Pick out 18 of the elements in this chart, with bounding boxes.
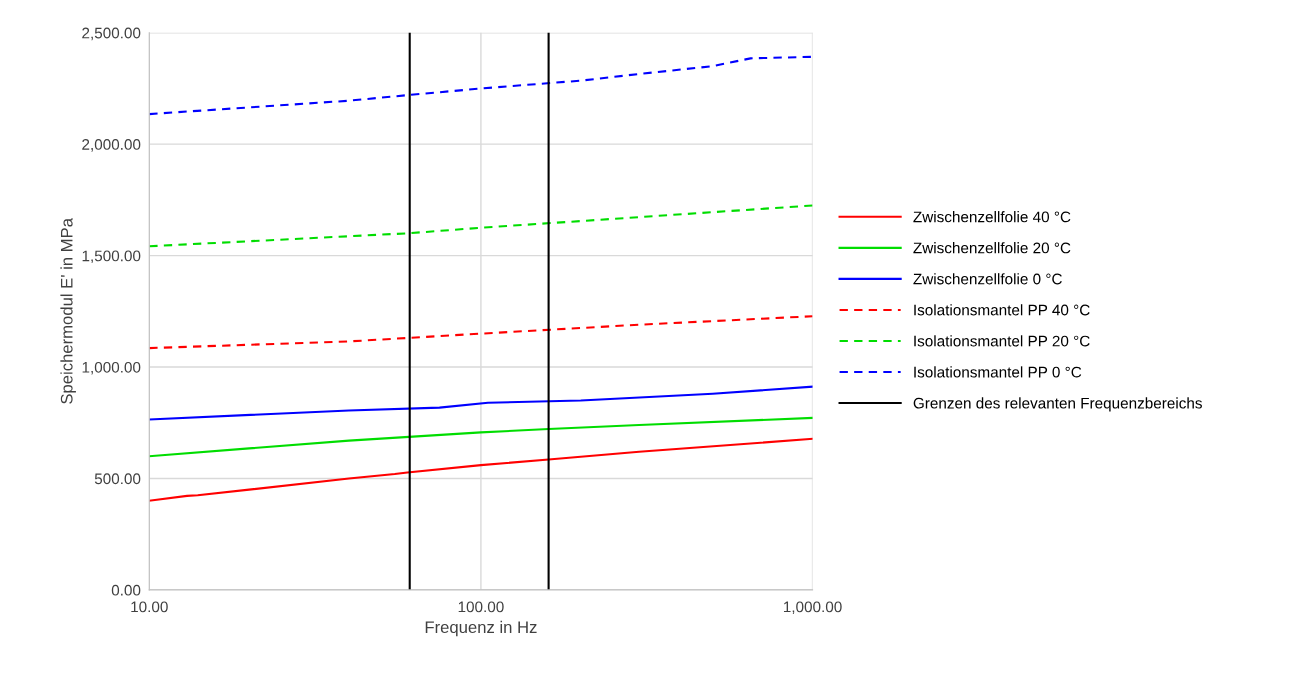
x-axis-title: Frequenz in Hz [425, 620, 537, 637]
legend-label: Zwischenzellfolie 40 °C [913, 211, 1071, 223]
y-tick-label: 2,500.00 [82, 27, 141, 41]
y-tick-label: 1,500.00 [82, 250, 141, 264]
legend-label: Zwischenzellfolie 0 °C [913, 273, 1062, 285]
legend-label: Zwischenzellfolie 20 °C [913, 242, 1071, 254]
legend-label: Isolationsmantel PP 20 °C [914, 335, 1090, 347]
y-tick-label: 500.00 [94, 473, 141, 485]
x-tick-label: 10.00 [131, 601, 168, 613]
y-tick-label: 0.00 [111, 584, 141, 596]
x-tick-label: 1,000.00 [783, 601, 842, 615]
y-tick-label: 1,000.00 [82, 361, 141, 375]
y-axis-title: Speichermodul E' in MPa [60, 218, 76, 404]
legend-label: Grenzen des relevanten Frequenzbereichs [913, 397, 1202, 412]
legend-label: Isolationsmantel PP 0 °C [914, 366, 1082, 378]
y-tick-label: 2,000.00 [82, 139, 141, 152]
x-tick-label: 100.00 [458, 601, 504, 613]
legend-label: Isolationsmantel PP 40 °C [914, 304, 1090, 316]
